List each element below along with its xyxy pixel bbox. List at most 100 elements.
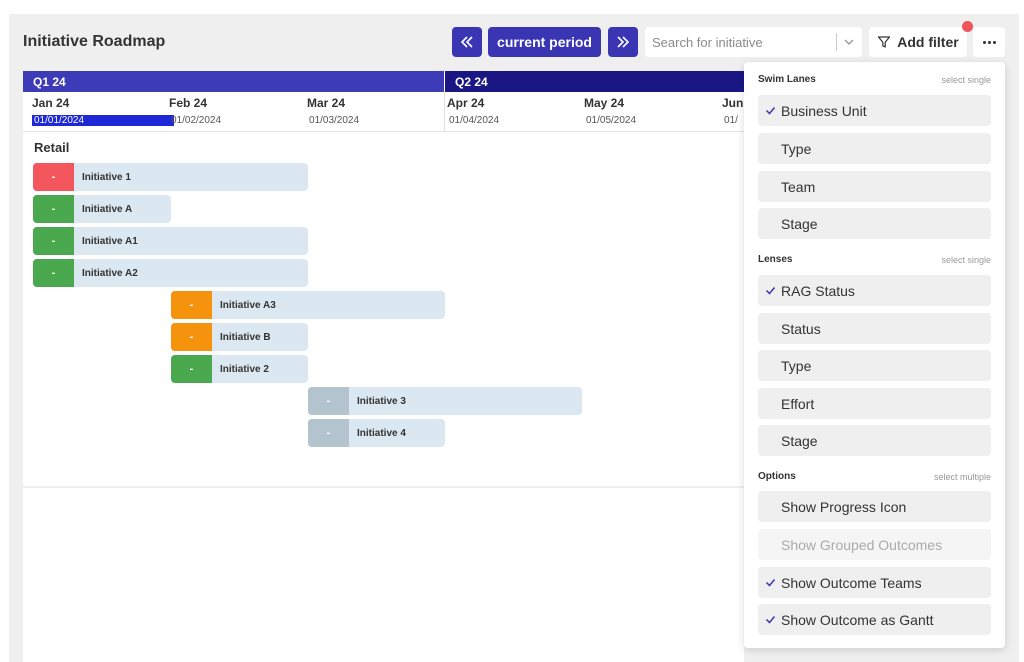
swim-lanes-header: Swim Lanes select single [758, 74, 991, 85]
option-status[interactable]: Status [758, 313, 991, 344]
initiative-label: Initiative B [220, 331, 271, 343]
section-hint: select single [941, 254, 991, 265]
double-chevron-left-icon [460, 36, 473, 48]
option-label: Team [781, 178, 816, 195]
chevron-down-icon[interactable] [842, 35, 856, 49]
month-name: Apr 24 [447, 96, 485, 110]
filter-notification-dot [962, 21, 973, 32]
month-date: 01/ [724, 115, 738, 126]
current-period-button[interactable]: current period [488, 27, 601, 57]
month-jun: Jun 01/ [722, 96, 743, 128]
month-name: Jan 24 [32, 96, 70, 110]
dot [982, 40, 986, 44]
initiative-label: Initiative 4 [357, 427, 406, 439]
option-rag-status[interactable]: RAG Status [758, 275, 991, 306]
option-effort[interactable]: Effort [758, 388, 991, 419]
initiative-label: Initiative A2 [82, 267, 138, 279]
month-jan: Jan 24 01/01/2024 [32, 96, 174, 128]
double-chevron-right-icon [617, 36, 630, 48]
rag-status-badge: - [308, 387, 349, 415]
option-label: Business Unit [781, 102, 867, 119]
search-box [645, 27, 862, 57]
initiative-label: Initiative A [82, 203, 133, 215]
option-stage[interactable]: Stage [758, 208, 991, 239]
option-team[interactable]: Team [758, 171, 991, 202]
month-may: May 24 01/05/2024 [584, 96, 638, 128]
quarter-header-q2: Q2 24 [445, 71, 744, 92]
lenses-header: Lenses select single [758, 254, 991, 265]
search-input[interactable] [645, 34, 835, 50]
check-icon [758, 577, 781, 588]
initiative-bar[interactable]: - Initiative A3 [171, 291, 445, 319]
option-label: Show Outcome as Gantt [781, 611, 934, 628]
month-name: Feb 24 [169, 96, 208, 110]
initiative-bar[interactable]: - Initiative 1 [33, 163, 308, 191]
initiative-label: Initiative 3 [357, 395, 406, 407]
rag-status-badge: - [33, 195, 74, 223]
dot [992, 40, 996, 44]
more-options-button[interactable] [973, 27, 1005, 57]
search-divider [836, 33, 837, 51]
option-type[interactable]: Type [758, 133, 991, 164]
initiative-label: Initiative 2 [220, 363, 269, 375]
initiative-bar[interactable]: - Initiative 2 [171, 355, 308, 383]
initiative-bar[interactable]: - Initiative A2 [33, 259, 308, 287]
check-icon [758, 105, 781, 116]
rag-status-badge: - [33, 163, 74, 191]
option-label: Effort [781, 395, 815, 412]
initiative-label: Initiative A1 [82, 235, 138, 247]
option-label: Type [781, 140, 812, 157]
add-filter-button[interactable]: Add filter [869, 27, 967, 57]
check-icon [758, 614, 781, 625]
option-lens-type[interactable]: Type [758, 350, 991, 381]
next-period-button[interactable] [608, 27, 638, 57]
month-date: 01/02/2024 [171, 115, 222, 126]
section-hint: select single [941, 74, 991, 85]
quarter-divider [444, 92, 445, 132]
add-filter-label: Add filter [897, 34, 959, 50]
initiative-bar[interactable]: - Initiative 4 [308, 419, 445, 447]
dot [987, 40, 991, 44]
header-divider [23, 131, 744, 132]
view-options-dropdown: Swim Lanes select single Business Unit T… [744, 62, 1005, 648]
month-apr: Apr 24 01/04/2024 [447, 96, 501, 128]
initiative-bar[interactable]: - Initiative A [33, 195, 171, 223]
initiative-bar[interactable]: - Initiative B [171, 323, 308, 351]
option-show-grouped-outcomes[interactable]: Show Grouped Outcomes [758, 529, 991, 560]
month-name: Jun [722, 96, 744, 110]
checkmark-icon [765, 579, 776, 587]
checkmark-icon [765, 616, 776, 624]
option-label: Stage [781, 432, 818, 449]
section-hint: select multiple [933, 471, 991, 482]
section-title: Options [758, 471, 796, 482]
rag-status-badge: - [171, 323, 212, 351]
rag-status-badge: - [33, 227, 74, 255]
month-date: 01/05/2024 [586, 115, 637, 126]
quarter-header-q1: Q1 24 [23, 71, 444, 92]
checkmark-icon [765, 107, 776, 115]
month-feb: Feb 24 01/02/2024 [169, 96, 223, 128]
options-header: Options select multiple [758, 471, 991, 482]
option-lens-stage[interactable]: Stage [758, 425, 991, 456]
page-title: Initiative Roadmap [23, 33, 166, 50]
month-mar: Mar 24 01/03/2024 [307, 96, 361, 128]
month-date: 01/04/2024 [449, 115, 500, 126]
roadmap-timeline: Q1 24 Q2 24 Jan 24 01/01/2024 Feb 24 01/… [23, 71, 744, 486]
option-show-outcome-teams[interactable]: Show Outcome Teams [758, 567, 991, 598]
option-business-unit[interactable]: Business Unit [758, 95, 991, 126]
rag-status-badge: - [33, 259, 74, 287]
month-date: 01/03/2024 [309, 115, 360, 126]
initiative-label: Initiative A3 [220, 299, 276, 311]
month-name: May 24 [584, 96, 625, 110]
initiative-bar[interactable]: - Initiative A1 [33, 227, 308, 255]
rag-status-badge: - [171, 355, 212, 383]
option-show-progress-icon[interactable]: Show Progress Icon [758, 491, 991, 522]
previous-period-button[interactable] [452, 27, 482, 57]
initiative-label: Initiative 1 [82, 171, 131, 183]
rag-status-badge: - [171, 291, 212, 319]
month-date: 01/01/2024 [32, 115, 174, 126]
section-title: Lenses [758, 254, 793, 265]
initiative-bar[interactable]: - Initiative 3 [308, 387, 582, 415]
option-show-outcome-as-gantt[interactable]: Show Outcome as Gantt [758, 604, 991, 635]
rag-status-badge: - [308, 419, 349, 447]
